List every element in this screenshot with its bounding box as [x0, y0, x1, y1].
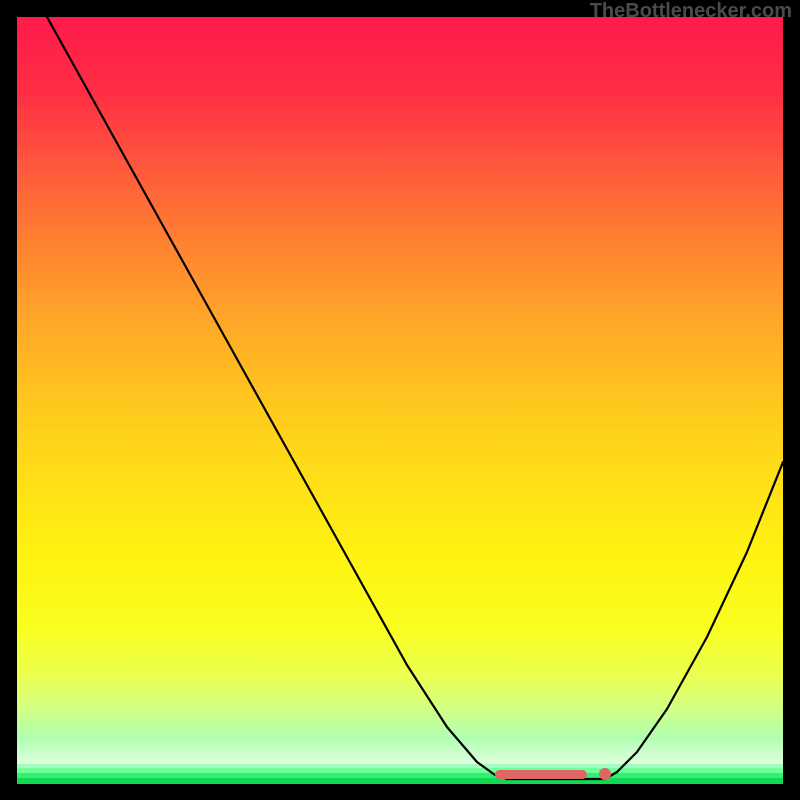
optimal-point-marker	[599, 768, 611, 780]
attribution-text: TheBottlenecker.com	[590, 0, 792, 23]
plot-area	[17, 17, 783, 783]
optimal-range-marker	[495, 770, 587, 779]
bottleneck-curve	[17, 17, 783, 783]
